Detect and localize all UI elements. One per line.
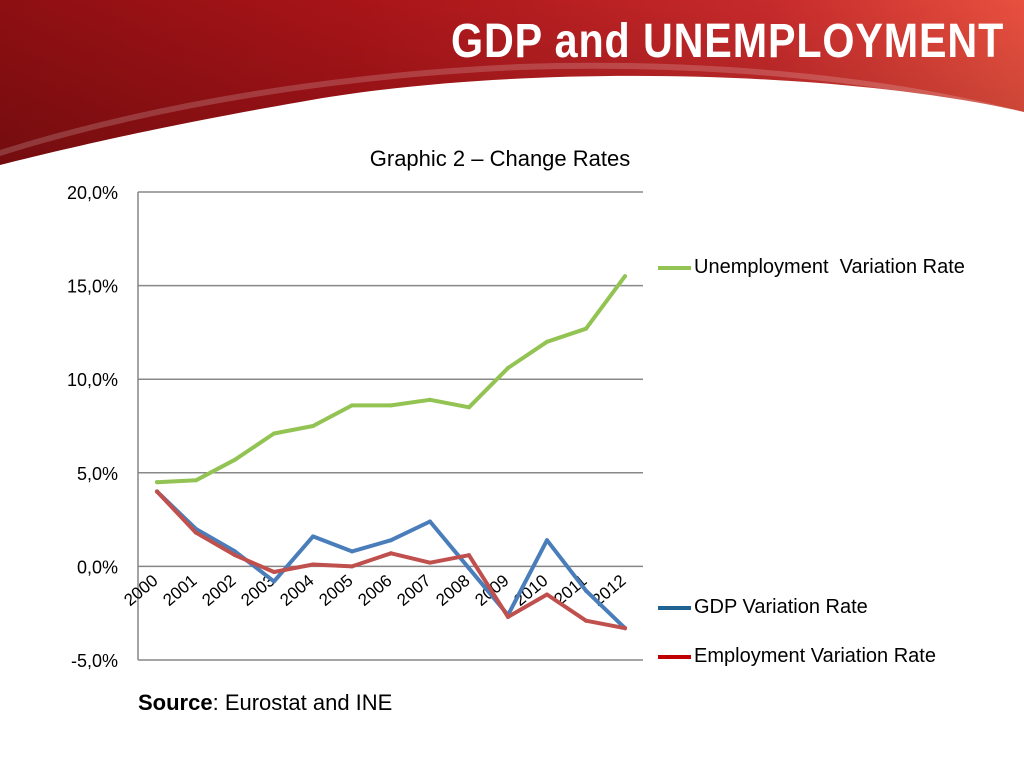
x-tick-label: 2000 bbox=[120, 571, 161, 610]
y-tick-label: -5,0% bbox=[71, 651, 118, 671]
source-label: Source bbox=[138, 690, 213, 715]
legend-item-employment: Employment Variation Rate bbox=[658, 645, 936, 668]
x-tick-label: 2001 bbox=[159, 571, 200, 610]
data-point bbox=[467, 405, 471, 410]
data-point bbox=[311, 562, 315, 567]
data-point bbox=[545, 538, 549, 543]
y-tick-label: 0,0% bbox=[77, 557, 118, 577]
legend-item-unemployment: Unemployment Variation Rate bbox=[658, 256, 965, 279]
data-point bbox=[584, 326, 588, 331]
data-point bbox=[272, 579, 276, 584]
data-point bbox=[233, 457, 237, 462]
data-point bbox=[311, 424, 315, 428]
data-point bbox=[506, 365, 510, 370]
legend-swatch-unemployment bbox=[658, 265, 691, 270]
legend-label-employment: Employment Variation Rate bbox=[694, 645, 936, 667]
data-point bbox=[194, 478, 198, 483]
data-point bbox=[428, 397, 432, 402]
data-point bbox=[350, 403, 354, 408]
slide-title: GDP and UNEMPLOYMENT bbox=[450, 15, 1004, 68]
data-point bbox=[584, 618, 588, 623]
data-point bbox=[467, 553, 471, 558]
data-point bbox=[389, 551, 393, 556]
grid-lines bbox=[138, 191, 643, 661]
series-lines bbox=[155, 274, 627, 631]
data-point bbox=[467, 566, 471, 571]
y-tick-labels: 20,0% 15,0% 10,0% 5,0% 0,0% -5,0% bbox=[67, 183, 118, 671]
data-point bbox=[194, 530, 198, 535]
y-tick-label: 15,0% bbox=[67, 277, 118, 297]
legend-label-unemployment: Unemployment Variation Rate bbox=[694, 256, 965, 278]
x-tick-label: 2008 bbox=[432, 571, 473, 610]
data-point bbox=[350, 564, 354, 569]
data-point bbox=[350, 549, 354, 554]
legend-label-gdp: GDP Variation Rate bbox=[694, 596, 868, 618]
data-point bbox=[623, 274, 627, 279]
legend-item-gdp: GDP Variation Rate bbox=[658, 596, 868, 619]
data-point bbox=[272, 570, 276, 575]
legend-swatch-gdp bbox=[658, 605, 691, 610]
x-tick-labels: 2000200120022003200420052006200720082009… bbox=[120, 571, 629, 610]
data-point bbox=[311, 534, 315, 539]
data-point bbox=[545, 592, 549, 597]
series-line-1 bbox=[155, 489, 627, 631]
data-point bbox=[389, 538, 393, 543]
x-tick-label: 2012 bbox=[588, 571, 629, 610]
data-point bbox=[155, 489, 159, 494]
data-point bbox=[272, 431, 276, 436]
source-text: : Eurostat and INE bbox=[212, 690, 393, 715]
data-point bbox=[233, 553, 237, 558]
x-tick-label: 2006 bbox=[354, 571, 395, 610]
series-line-2 bbox=[155, 489, 627, 631]
data-point bbox=[428, 560, 432, 565]
legend-swatch-employment bbox=[658, 654, 691, 659]
data-point bbox=[584, 588, 588, 593]
data-point bbox=[506, 614, 510, 619]
x-tick-label: 2004 bbox=[276, 571, 317, 610]
y-tick-label: 5,0% bbox=[77, 464, 118, 484]
source-note: Source: Eurostat and INE bbox=[138, 690, 392, 716]
data-point bbox=[623, 626, 627, 631]
header-banner bbox=[0, 0, 1024, 165]
x-tick-label: 2002 bbox=[198, 571, 239, 610]
data-point bbox=[155, 480, 159, 485]
y-tick-label: 10,0% bbox=[67, 370, 118, 390]
x-tick-label: 2005 bbox=[315, 571, 356, 610]
x-tick-label: 2007 bbox=[393, 571, 434, 610]
x-tick-label: 2003 bbox=[237, 571, 278, 610]
data-point bbox=[389, 403, 393, 408]
y-tick-label: 20,0% bbox=[67, 183, 118, 203]
data-point bbox=[545, 339, 549, 344]
data-point bbox=[428, 519, 432, 524]
chart-title: Graphic 2 – Change Rates bbox=[369, 146, 631, 171]
